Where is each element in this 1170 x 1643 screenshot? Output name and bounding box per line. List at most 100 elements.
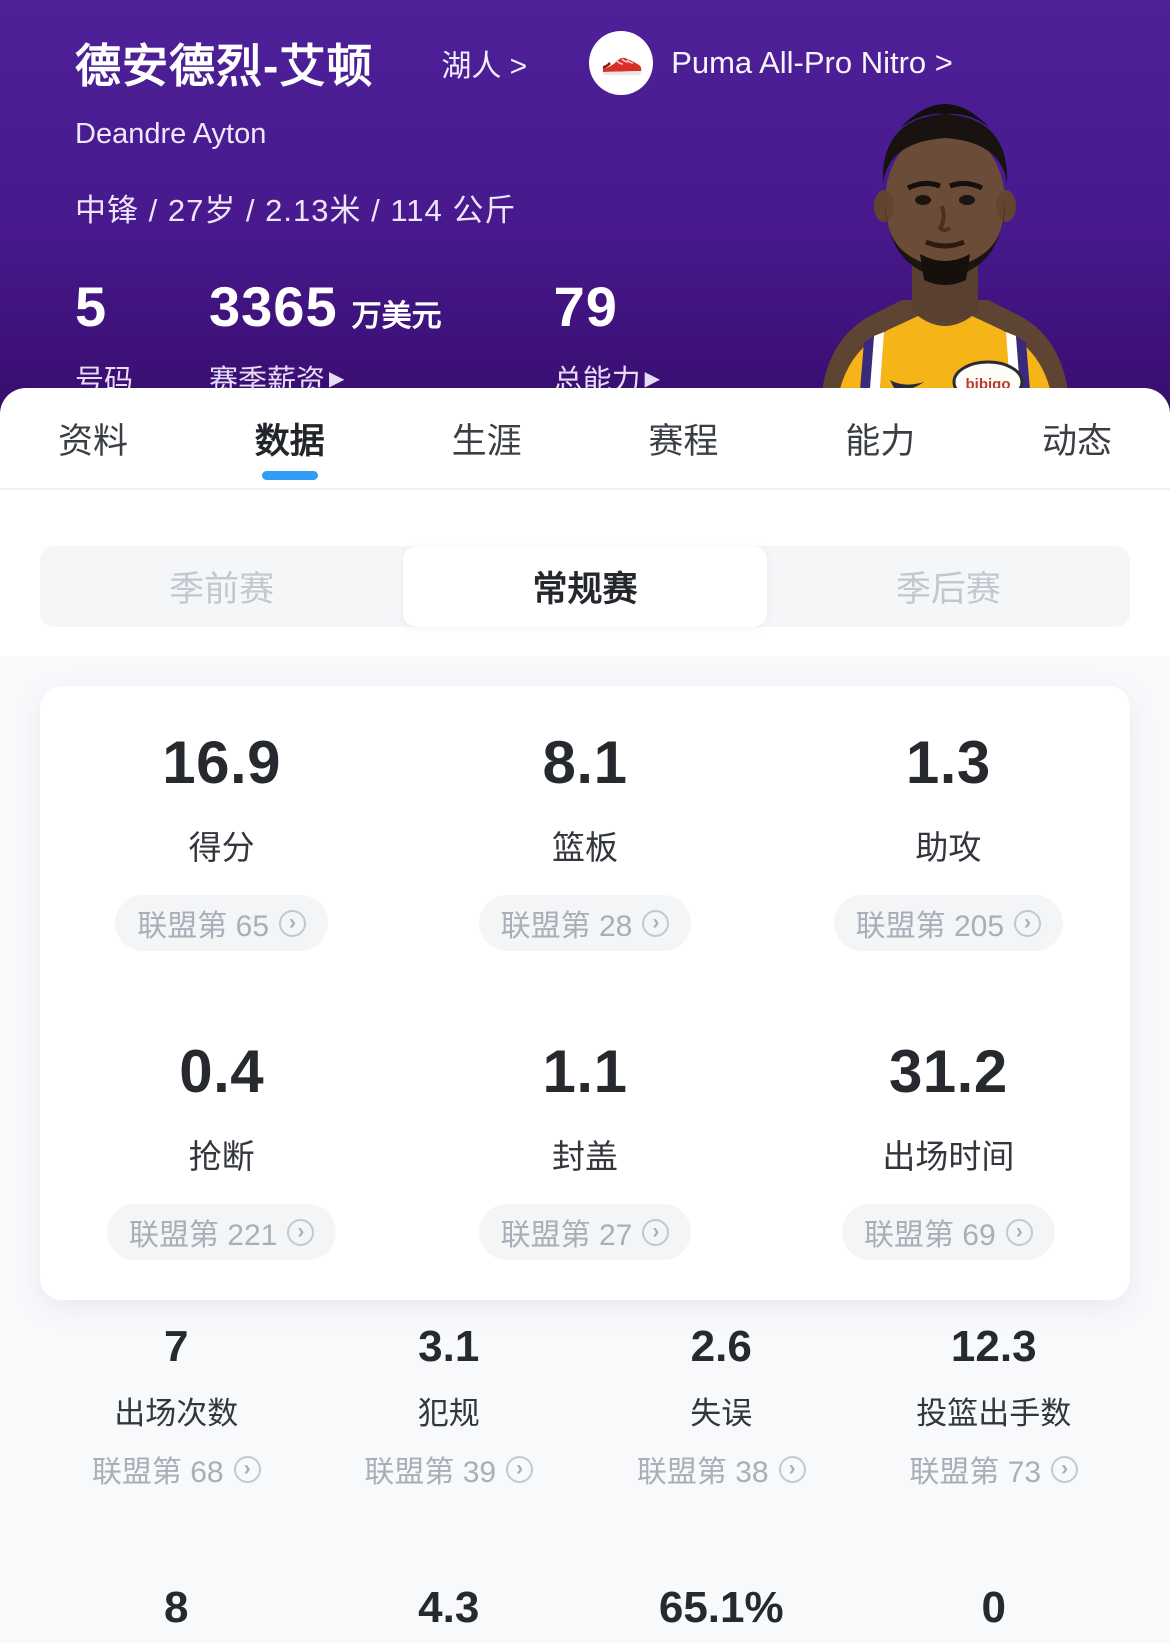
stat-fgm-value: 8 (164, 1583, 189, 1632)
stat-games-played-value: 7 (164, 1322, 189, 1371)
stat-steals-value: 0.4 (179, 1038, 265, 1105)
team-link[interactable]: 湖人 > (441, 50, 528, 83)
rank-text: 联盟第 221 (128, 1219, 278, 1252)
season-tab-playoffs[interactable]: 季后赛 (895, 570, 1001, 609)
stat-blocks-rank[interactable]: 联盟第 27 › (478, 1204, 692, 1260)
stat-rebounds: 8.1 篮板 联盟第 28 › (403, 728, 766, 951)
overall-rating-value: 79 (553, 275, 618, 338)
rank-detail-icon: › (778, 1455, 806, 1483)
player-name-en: Deandre Ayton (75, 118, 267, 150)
stat-minutes-value: 31.2 (888, 1038, 1008, 1105)
stat-fouls-rank[interactable]: 联盟第 39 › (364, 1447, 534, 1491)
salary-stat[interactable]: 3365 万美元 赛季薪资 ▶ (209, 274, 442, 399)
stat-minutes: 31.2 出场时间 联盟第 69 › (767, 1037, 1130, 1260)
season-tab-preseason[interactable]: 季前赛 (169, 570, 275, 609)
season-segmented-control: 季前赛 常规赛 季后赛 (40, 546, 1130, 627)
rank-text: 联盟第 69 (863, 1219, 996, 1252)
jersey-number-stat: 5 号码 (75, 274, 133, 399)
rank-detail-icon: › (1005, 1218, 1033, 1246)
rank-detail-icon: › (279, 909, 307, 937)
tab-news[interactable]: 动态 (1041, 421, 1112, 461)
primary-stats-card: 16.9 得分 联盟第 65 › 8.1 篮板 联盟第 28 › (40, 686, 1130, 1300)
stat-3pa: 0 三分出手数 暂无排名 › (858, 1583, 1131, 1643)
player-header: bibigo 德安德烈-艾顿 湖人 > Puma All-Pro Nitro >… (0, 0, 1170, 414)
tab-stats-label: 数据 (254, 421, 325, 461)
stat-points-label: 得分 (188, 829, 255, 866)
stat-fgm: 8 投篮命中数 联盟第 25 › (40, 1583, 313, 1643)
tab-ability[interactable]: 能力 (845, 421, 916, 461)
tab-stats[interactable]: 数据 (255, 388, 325, 488)
stat-steals: 0.4 抢断 联盟第 221 › (40, 1037, 403, 1260)
stat-games-played-rank[interactable]: 联盟第 68 › (92, 1447, 261, 1491)
stat-assists-rank[interactable]: 联盟第 205 › (833, 895, 1064, 951)
rank-text: 联盟第 65 (137, 910, 270, 943)
rank-detail-icon: › (1014, 909, 1042, 937)
stat-fg-pct-value: 65.1% (658, 1583, 784, 1632)
header-stats: 5 号码 3365 万美元 赛季薪资 ▶ 79 总能力 ▶ (75, 274, 1170, 399)
stat-turnovers-label: 失误 (690, 1396, 753, 1431)
rank-text: 联盟第 68 (91, 1456, 224, 1489)
stat-fga: 12.3 投篮出手数 联盟第 73 › (858, 1322, 1131, 1491)
nike-swoosh (890, 380, 924, 390)
shoe-icon (589, 31, 654, 95)
rank-detail-icon: › (642, 909, 670, 937)
rank-detail-icon: › (642, 1218, 670, 1246)
stat-fga-label: 投篮出手数 (916, 1396, 1072, 1431)
stat-fg-pct: 65.1% 投篮命中率 联盟第 6 › (585, 1583, 858, 1643)
rank-detail-icon: › (506, 1455, 534, 1483)
rank-detail-icon: › (233, 1455, 261, 1483)
stat-fouls: 3.1 犯规 联盟第 39 › (313, 1322, 586, 1491)
stat-points: 16.9 得分 联盟第 65 › (40, 728, 403, 951)
stat-turnovers-rank[interactable]: 联盟第 38 › (637, 1447, 806, 1491)
stat-minutes-rank[interactable]: 联盟第 69 › (841, 1204, 1055, 1260)
stat-turnovers: 2.6 失误 联盟第 38 › (585, 1322, 858, 1491)
stat-rebounds-label: 篮板 (551, 829, 618, 866)
rank-text: 联盟第 28 (500, 910, 633, 943)
salary-value: 3365 (209, 275, 338, 338)
stat-games-played: 7 出场次数 联盟第 68 › (40, 1322, 313, 1491)
stat-points-rank[interactable]: 联盟第 65 › (115, 895, 329, 951)
stat-misses-value: 4.3 (418, 1583, 480, 1632)
rank-detail-icon: › (287, 1218, 315, 1246)
main-tabbar: 资料 数据 生涯 赛程 能力 动态 (0, 388, 1170, 490)
stat-blocks-value: 1.1 (542, 1038, 628, 1105)
jersey-number-value: 5 (75, 275, 108, 338)
rank-text: 联盟第 205 (855, 910, 1005, 943)
active-tab-indicator (261, 471, 318, 480)
salary-unit: 万美元 (351, 300, 442, 333)
stat-rebounds-rank[interactable]: 联盟第 28 › (478, 895, 692, 951)
rank-text: 联盟第 27 (500, 1219, 633, 1252)
stat-steals-label: 抢断 (188, 1138, 255, 1175)
shoe-link[interactable]: Puma All-Pro Nitro > (589, 31, 953, 95)
season-tab-regular[interactable]: 常规赛 (403, 546, 767, 627)
stat-blocks: 1.1 封盖 联盟第 27 › (403, 1037, 766, 1260)
tab-schedule[interactable]: 赛程 (648, 421, 719, 461)
stat-fouls-label: 犯规 (417, 1396, 480, 1431)
stat-misses: 4.3 打铁 联盟第 142 › (313, 1583, 586, 1643)
player-bio-line: 中锋 / 27岁 / 2.13米 / 114 公斤 (75, 193, 517, 228)
stat-assists: 1.3 助攻 联盟第 205 › (767, 728, 1130, 951)
salary-arrow-icon: ▶ (329, 367, 345, 390)
season-selector-row: 季前赛 常规赛 季后赛 (0, 490, 1170, 627)
rank-text: 联盟第 73 (909, 1456, 1042, 1489)
overall-rating-stat[interactable]: 79 总能力 ▶ (554, 274, 660, 399)
tab-profile[interactable]: 资料 (58, 421, 129, 461)
stat-assists-value: 1.3 (905, 729, 991, 796)
shoe-link-label: Puma All-Pro Nitro > (671, 45, 953, 80)
stat-blocks-label: 封盖 (551, 1138, 618, 1175)
player-name-cn: 德安德烈-艾顿 (75, 40, 374, 92)
tab-career[interactable]: 生涯 (451, 421, 522, 461)
stat-fga-value: 12.3 (950, 1322, 1037, 1371)
content-sheet: 资料 数据 生涯 赛程 能力 动态 季前赛 常规赛 季后赛 16.9 得分 联盟… (0, 388, 1170, 1643)
stat-steals-rank[interactable]: 联盟第 221 › (106, 1204, 337, 1260)
rank-text: 联盟第 39 (364, 1456, 497, 1489)
stat-fga-rank[interactable]: 联盟第 73 › (909, 1447, 1079, 1491)
stat-rebounds-value: 8.1 (542, 729, 628, 796)
rank-text: 联盟第 38 (636, 1456, 769, 1489)
secondary-stats-row-1: 7 出场次数 联盟第 68 › 3.1 犯规 联盟第 39 › 2.6 失误 (40, 1322, 1130, 1491)
stat-fouls-value: 3.1 (418, 1322, 480, 1371)
stat-3pa-value: 0 (981, 1583, 1006, 1632)
stat-turnovers-value: 2.6 (690, 1322, 752, 1371)
stat-games-played-label: 出场次数 (114, 1396, 239, 1431)
rank-detail-icon: › (1051, 1455, 1079, 1483)
